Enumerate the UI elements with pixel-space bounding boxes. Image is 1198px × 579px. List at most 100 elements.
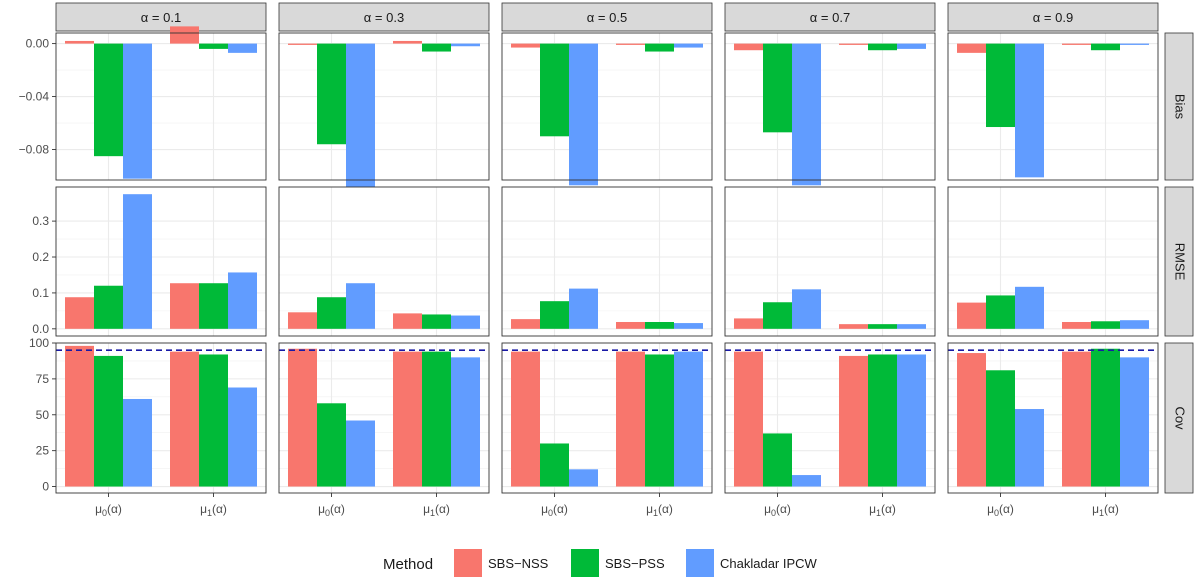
x-axis: μ0(α) μ1(α) <box>318 493 450 518</box>
strip-label: Cov <box>1173 406 1188 430</box>
bar <box>346 283 375 329</box>
strip-label: α = 0.7 <box>810 10 850 25</box>
bar <box>868 43 897 51</box>
panel <box>501 32 713 186</box>
label-subscript: 1 <box>876 508 881 518</box>
bar <box>986 43 1015 128</box>
x-tick-label: μ1(α) <box>869 502 896 518</box>
bar <box>868 324 897 329</box>
bar <box>645 354 674 487</box>
legend-label: Chakladar IPCW <box>720 556 818 571</box>
bar <box>317 403 346 487</box>
bar <box>94 285 123 329</box>
bar <box>170 351 199 487</box>
x-axis: μ0(α) μ1(α) <box>541 493 673 518</box>
bar <box>65 345 94 487</box>
label-suffix: (α) <box>212 502 227 516</box>
bar <box>540 43 569 137</box>
label-base: μ <box>1092 502 1099 516</box>
y-axis: 0 25 50 75 100 <box>29 336 56 494</box>
panel-background <box>948 33 1158 180</box>
y-tick-label: 0.0 <box>32 322 49 336</box>
bar <box>957 302 986 329</box>
bar <box>346 43 375 190</box>
legend-key <box>686 549 714 577</box>
bar <box>123 194 152 329</box>
panel-border <box>278 342 490 494</box>
bar <box>422 43 451 52</box>
bar <box>616 321 645 329</box>
y-tick-label: 0.3 <box>32 214 49 228</box>
label-base: μ <box>869 502 876 516</box>
panel-background <box>502 187 712 336</box>
x-axis: μ0(α) μ1(α) <box>987 493 1119 518</box>
y-tick-label: 0.1 <box>32 286 49 300</box>
bar <box>170 26 199 44</box>
bar <box>674 351 703 487</box>
bar <box>763 43 792 133</box>
bar <box>511 319 540 329</box>
panel <box>947 32 1159 181</box>
label-base: μ <box>646 502 653 516</box>
column-strip: α = 0.1 <box>55 2 267 32</box>
bar <box>317 43 346 145</box>
bar <box>734 318 763 329</box>
legend-item: Chakladar IPCW <box>686 549 818 577</box>
bar <box>1062 321 1091 329</box>
label-subscript: 0 <box>102 508 107 518</box>
bar <box>288 312 317 329</box>
label-base: μ <box>200 502 207 516</box>
x-tick-label: μ1(α) <box>1092 502 1119 518</box>
column-strip: α = 0.9 <box>947 2 1159 32</box>
bar <box>393 40 422 44</box>
bar <box>288 348 317 487</box>
panel-border <box>724 32 936 181</box>
strip-label: RMSE <box>1173 243 1188 281</box>
y-tick-label: 0 <box>42 480 49 494</box>
label-base: μ <box>541 502 548 516</box>
bar <box>957 43 986 53</box>
y-tick-label: 50 <box>36 408 50 422</box>
label-subscript: 1 <box>653 508 658 518</box>
bar <box>957 353 986 487</box>
bar <box>792 43 821 186</box>
label-suffix: (α) <box>107 502 122 516</box>
bar <box>734 351 763 487</box>
x-tick-label: μ1(α) <box>200 502 227 518</box>
bar <box>199 43 228 49</box>
bar <box>288 43 317 45</box>
x-axis: μ0(α) μ1(α) <box>95 493 227 518</box>
x-tick-label: μ0(α) <box>541 502 568 518</box>
bar <box>65 40 94 44</box>
bar <box>170 283 199 329</box>
bar <box>94 43 123 157</box>
bar <box>734 43 763 51</box>
label-subscript: 1 <box>1099 508 1104 518</box>
bar <box>792 475 821 487</box>
y-tick-label: 100 <box>29 336 49 350</box>
strip-background <box>947 2 1159 32</box>
bar <box>868 354 897 487</box>
y-tick-label: 25 <box>36 444 50 458</box>
label-suffix: (α) <box>435 502 450 516</box>
bar <box>897 324 926 329</box>
bar <box>393 313 422 329</box>
bar <box>123 398 152 487</box>
bar <box>540 301 569 329</box>
legend-item: SBS−NSS <box>454 549 549 577</box>
strip-background <box>278 2 490 32</box>
bar <box>199 354 228 487</box>
label-base: μ <box>987 502 994 516</box>
panel <box>278 342 490 494</box>
bar <box>839 324 868 329</box>
bar <box>616 351 645 487</box>
panel-background <box>279 33 489 180</box>
bar <box>422 351 451 487</box>
bar <box>569 43 598 186</box>
legend-title: Method <box>383 556 433 573</box>
legend-item: SBS−PSS <box>571 549 665 577</box>
panel <box>278 32 490 190</box>
bar <box>986 370 1015 487</box>
bar <box>839 43 868 45</box>
